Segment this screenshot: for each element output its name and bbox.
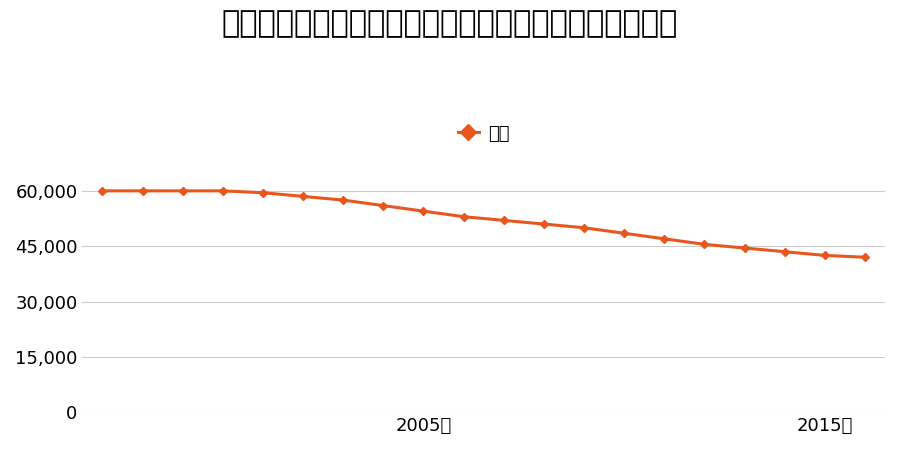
価格	[699, 242, 710, 247]
価格	[97, 188, 108, 194]
価格	[218, 188, 229, 194]
Text: 佐賀県鳥栖市古賀町字元古賀３７３番４３外の地価推移: 佐賀県鳥栖市古賀町字元古賀３７３番４３外の地価推移	[222, 9, 678, 38]
価格	[819, 253, 830, 258]
価格	[779, 249, 790, 254]
価格	[418, 208, 429, 214]
価格	[499, 218, 509, 223]
Legend: 価格: 価格	[450, 117, 517, 150]
価格	[338, 198, 348, 203]
価格	[137, 188, 148, 194]
価格	[538, 221, 549, 227]
Line: 価格: 価格	[99, 188, 868, 261]
価格	[298, 194, 309, 199]
価格	[177, 188, 188, 194]
価格	[860, 255, 870, 260]
価格	[378, 203, 389, 208]
価格	[458, 214, 469, 220]
価格	[579, 225, 590, 230]
価格	[659, 236, 670, 242]
価格	[618, 230, 629, 236]
価格	[257, 190, 268, 195]
価格	[739, 245, 750, 251]
